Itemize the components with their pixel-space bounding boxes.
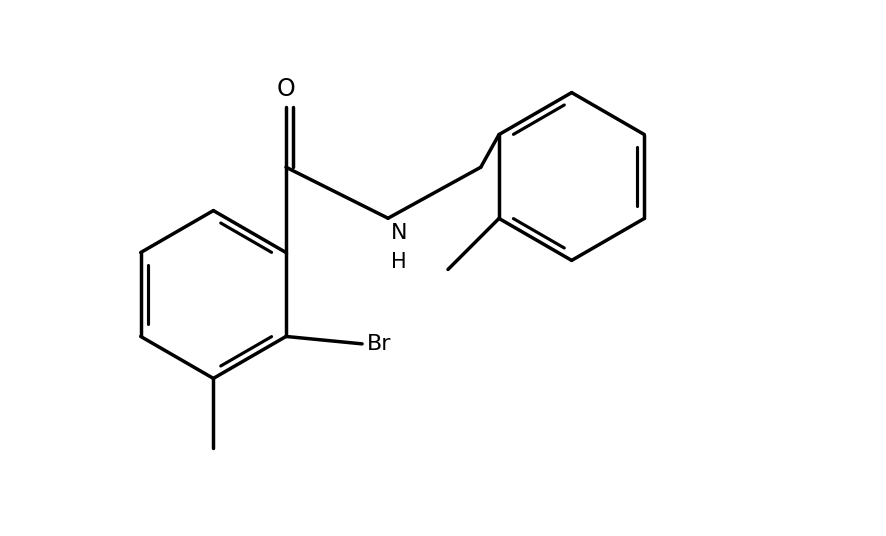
Text: Br: Br xyxy=(367,334,391,354)
Text: N: N xyxy=(391,222,408,243)
Text: H: H xyxy=(391,252,407,272)
Text: O: O xyxy=(276,77,295,101)
